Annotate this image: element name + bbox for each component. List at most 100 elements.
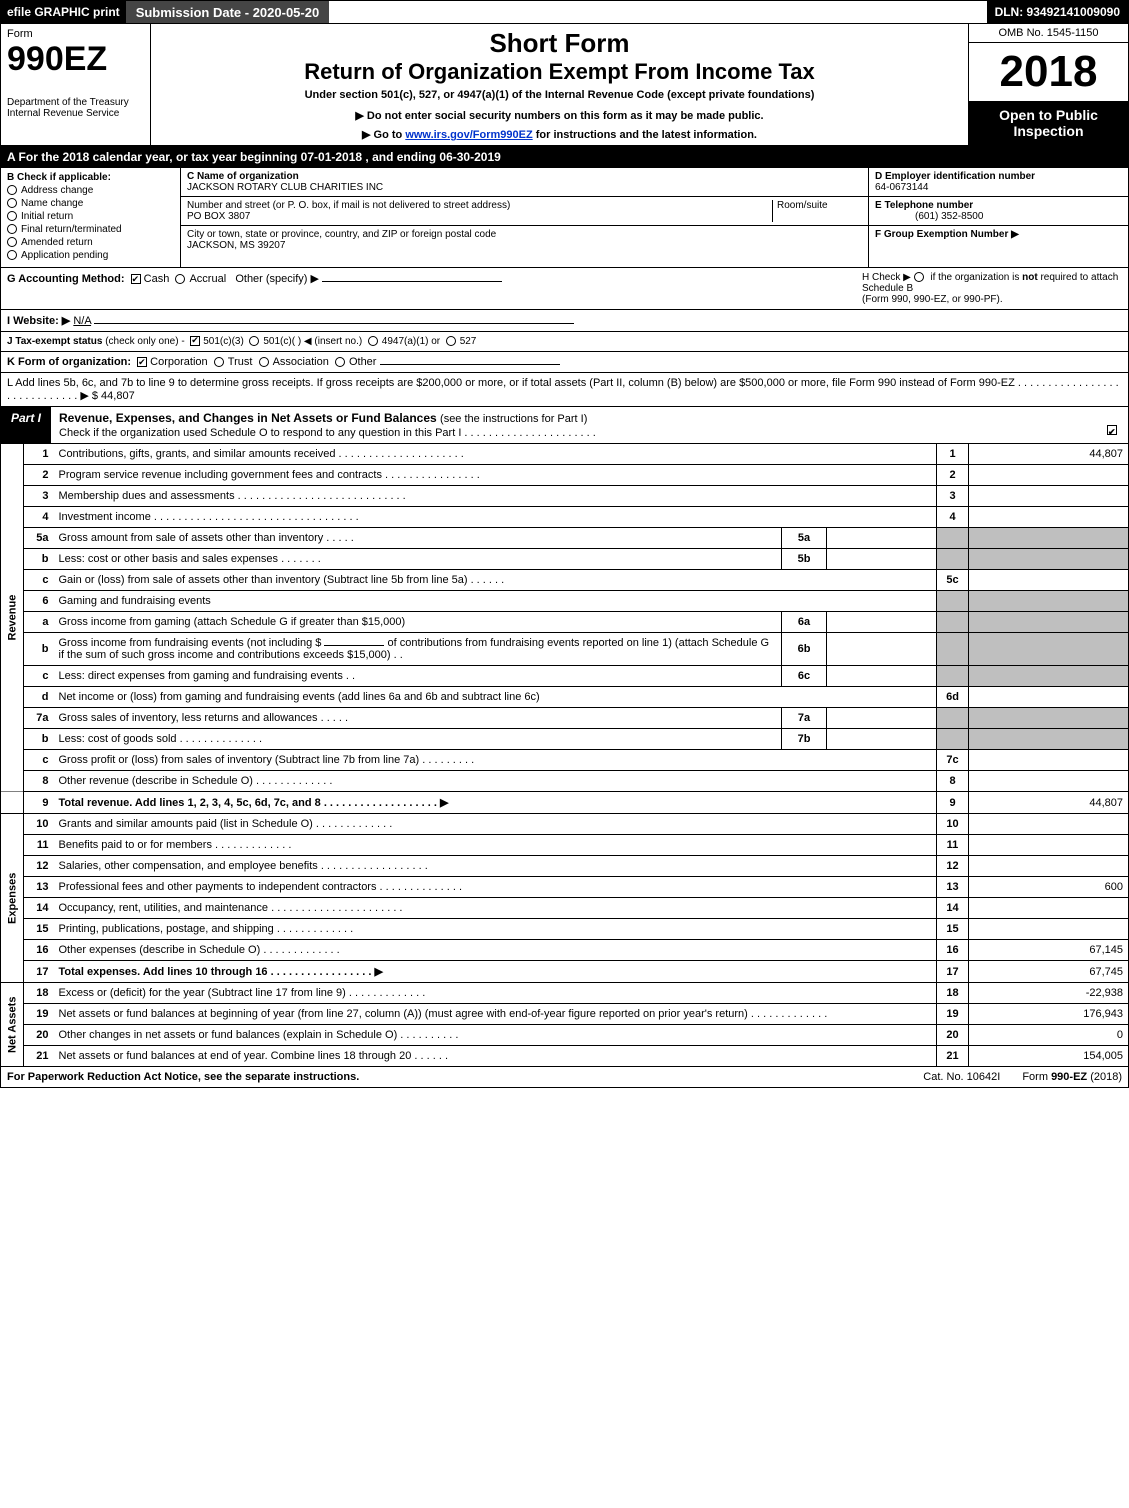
chk-name-change[interactable]: Name change — [7, 198, 174, 209]
row-j: J Tax-exempt status (check only one) - 5… — [0, 332, 1129, 352]
j-o1: 501(c)(3) — [203, 336, 244, 347]
line-6d: d Net income or (loss) from gaming and f… — [1, 687, 1129, 708]
city-row: City or town, state or province, country… — [181, 226, 868, 254]
chk-501c3[interactable] — [190, 336, 200, 346]
chk-4947[interactable] — [368, 336, 378, 346]
part1-check-line: Check if the organization used Schedule … — [59, 427, 596, 439]
line-19: 19 Net assets or fund balances at beginn… — [1, 1004, 1129, 1025]
k-label: K Form of organization: — [7, 356, 131, 368]
row-i: I Website: ▶ N/A — [0, 310, 1129, 332]
ln1-num: 1 — [24, 444, 54, 465]
h-not: not — [1022, 272, 1038, 283]
efile-print-label[interactable]: efile GRAPHIC print — [1, 1, 126, 23]
chk-final-return[interactable]: Final return/terminated — [7, 224, 174, 235]
side-revenue: Revenue — [1, 444, 24, 792]
line-1: Revenue 1 Contributions, gifts, grants, … — [1, 444, 1129, 465]
g-label: G Accounting Method: — [7, 273, 125, 285]
room-label: Room/suite — [777, 200, 828, 211]
period-label-a: A For the 2018 calendar year, or tax yea… — [7, 150, 301, 164]
chk-527[interactable] — [446, 336, 456, 346]
d-label: D Employer identification number — [875, 171, 1035, 182]
period-end: 06-30-2019 — [439, 150, 500, 164]
dept-label: Department of the Treasury — [7, 97, 144, 108]
chk-amended-return[interactable]: Amended return — [7, 237, 174, 248]
k-o1: Corporation — [150, 356, 207, 368]
i-line — [94, 323, 574, 324]
no-ssn-text: ▶ Do not enter social security numbers o… — [157, 109, 962, 122]
box-c: C Name of organization JACKSON ROTARY CL… — [181, 168, 868, 267]
row-g: G Accounting Method: Cash Accrual Other … — [7, 272, 862, 305]
tax-year: 2018 — [969, 43, 1128, 101]
line-13: 13 Professional fees and other payments … — [1, 877, 1129, 898]
line-2: 2 Program service revenue including gove… — [1, 465, 1129, 486]
box-f: F Group Exemption Number ▶ — [869, 226, 1128, 243]
line-17: 17 Total expenses. Add lines 10 through … — [1, 961, 1129, 983]
form-number: 990EZ — [7, 40, 144, 79]
part1-hint: (see the instructions for Part I) — [440, 413, 587, 425]
k-o2: Trust — [228, 356, 253, 368]
chk-corp[interactable] — [137, 357, 147, 367]
chk-initial-return[interactable]: Initial return — [7, 211, 174, 222]
period-begin: 07-01-2018 — [301, 150, 362, 164]
e-value: (601) 352-8500 — [875, 211, 983, 222]
g-accrual: Accrual — [189, 273, 226, 285]
line-6b: b Gross income from fundraising events (… — [1, 633, 1129, 666]
city-value: JACKSON, MS 39207 — [187, 240, 285, 251]
chk-cash[interactable] — [131, 274, 141, 284]
line-4: 4 Investment income . . . . . . . . . . … — [1, 507, 1129, 528]
line-14: 14 Occupancy, rent, utilities, and maint… — [1, 898, 1129, 919]
footer-right: Form 990-EZ (2018) — [1016, 1067, 1128, 1087]
chk-address-change[interactable]: Address change — [7, 185, 174, 196]
j-hint: (check only one) - — [105, 336, 184, 347]
chk-h[interactable] — [914, 272, 924, 282]
line-7b: b Less: cost of goods sold . . . . . . .… — [1, 729, 1129, 750]
j-label: J Tax-exempt status — [7, 336, 102, 347]
box-b: B Check if applicable: Address change Na… — [1, 168, 181, 267]
title-return: Return of Organization Exempt From Incom… — [157, 59, 962, 85]
addr-row: Number and street (or P. O. box, if mail… — [181, 197, 868, 226]
info-block: B Check if applicable: Address change Na… — [0, 168, 1129, 268]
j-o3: 4947(a)(1) or — [382, 336, 440, 347]
g-other-line[interactable] — [322, 281, 502, 282]
ln1-nc: 1 — [937, 444, 969, 465]
footer: For Paperwork Reduction Act Notice, see … — [0, 1067, 1129, 1088]
j-o4: 527 — [460, 336, 477, 347]
chk-application-pending[interactable]: Application pending — [7, 250, 174, 261]
l-text: L Add lines 5b, 6c, and 7b to line 9 to … — [7, 377, 1119, 402]
line-9: 9 Total revenue. Add lines 1, 2, 3, 4, 5… — [1, 792, 1129, 814]
omb-label: OMB No. 1545-1150 — [969, 24, 1128, 43]
chk-501c[interactable] — [249, 336, 259, 346]
goto-link[interactable]: www.irs.gov/Form990EZ — [405, 129, 532, 141]
line-3: 3 Membership dues and assessments . . . … — [1, 486, 1129, 507]
chk-accrual[interactable] — [175, 274, 185, 284]
part1-header: Part I Revenue, Expenses, and Changes in… — [0, 407, 1129, 444]
ln1-val: 44,807 — [969, 444, 1129, 465]
chk-other-org[interactable] — [335, 357, 345, 367]
line-20: 20 Other changes in net assets or fund b… — [1, 1025, 1129, 1046]
part1-title-row: Revenue, Expenses, and Changes in Net As… — [51, 407, 1128, 443]
chk-trust[interactable] — [214, 357, 224, 367]
chk-assoc[interactable] — [259, 357, 269, 367]
line-6a: a Gross income from gaming (attach Sched… — [1, 612, 1129, 633]
city-label: City or town, state or province, country… — [187, 229, 496, 240]
footer-left: For Paperwork Reduction Act Notice, see … — [1, 1067, 907, 1087]
lines-table: Revenue 1 Contributions, gifts, grants, … — [0, 444, 1129, 1067]
addr-value: PO BOX 3807 — [187, 211, 250, 222]
row-l: L Add lines 5b, 6c, and 7b to line 9 to … — [0, 373, 1129, 407]
g-cash: Cash — [144, 273, 170, 285]
footer-mid: Cat. No. 10642I — [907, 1067, 1016, 1087]
part1-check[interactable] — [1107, 425, 1117, 435]
form-label: Form — [7, 28, 144, 40]
line-12: 12 Salaries, other compensation, and emp… — [1, 856, 1129, 877]
h-text2: if the organization is — [930, 272, 1022, 283]
top-bar-spacer — [329, 1, 986, 23]
header-left: Form 990EZ Department of the Treasury In… — [1, 24, 151, 145]
submission-date-label: Submission Date - 2020-05-20 — [126, 1, 330, 23]
line-5a: 5a Gross amount from sale of assets othe… — [1, 528, 1129, 549]
header-right: OMB No. 1545-1150 2018 Open to Public In… — [968, 24, 1128, 145]
line-6c: c Less: direct expenses from gaming and … — [1, 666, 1129, 687]
6b-blank[interactable] — [324, 645, 384, 646]
k-other-line[interactable] — [380, 364, 560, 365]
side-expenses: Expenses — [1, 814, 24, 983]
org-name-row: C Name of organization JACKSON ROTARY CL… — [181, 168, 868, 197]
